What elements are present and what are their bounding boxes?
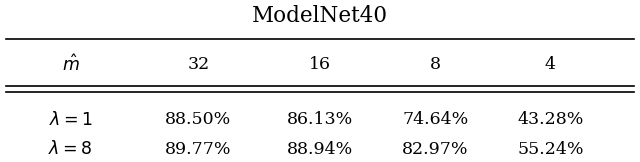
Text: 88.50%: 88.50% <box>165 111 232 128</box>
Text: 4: 4 <box>545 56 556 73</box>
Text: $\lambda = 1$: $\lambda = 1$ <box>49 111 92 129</box>
Text: 82.97%: 82.97% <box>402 141 468 157</box>
Text: 43.28%: 43.28% <box>517 111 584 128</box>
Text: 32: 32 <box>188 56 209 73</box>
Text: 8: 8 <box>429 56 441 73</box>
Text: $\lambda = 8$: $\lambda = 8$ <box>49 140 92 158</box>
Text: 86.13%: 86.13% <box>287 111 353 128</box>
Text: 89.77%: 89.77% <box>165 141 232 157</box>
Text: 74.64%: 74.64% <box>402 111 468 128</box>
Text: 88.94%: 88.94% <box>287 141 353 157</box>
Text: $\hat{m}$: $\hat{m}$ <box>61 54 79 75</box>
Text: ModelNet40: ModelNet40 <box>252 5 388 27</box>
Text: 55.24%: 55.24% <box>517 141 584 157</box>
Text: 16: 16 <box>309 56 331 73</box>
